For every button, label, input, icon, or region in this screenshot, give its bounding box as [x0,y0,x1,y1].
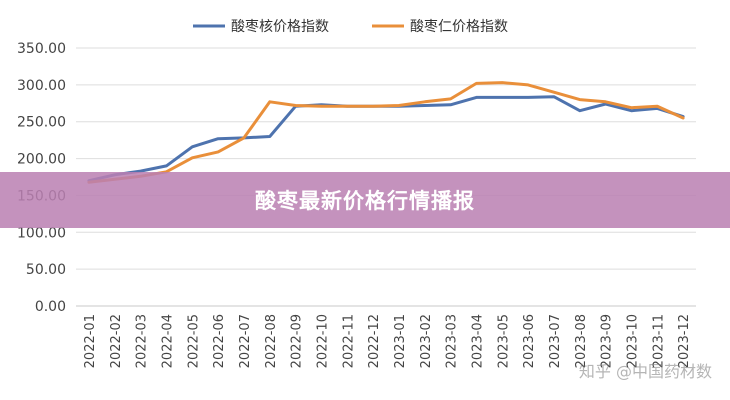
y-tick-label: 300.00 [17,78,66,94]
legend-label: 酸枣核价格指数 [231,19,329,35]
x-tick-label: 2023-08 [574,314,589,368]
x-tick-label: 2022-04 [160,314,175,368]
x-tick-label: 2023-12 [677,314,692,368]
x-tick-label: 2022-11 [341,314,356,368]
x-tick-label: 2022-03 [135,314,150,368]
x-tick-label: 2022-06 [212,314,227,368]
x-tick-label: 2023-05 [496,314,511,368]
y-tick-label: 250.00 [17,115,66,131]
y-tick-label: 100.00 [17,225,66,241]
watermark-text: 知乎 @中国药材数 [578,362,712,381]
x-tick-label: 2023-01 [393,314,408,368]
y-tick-label: 50.00 [26,262,66,278]
series-line-2 [87,81,685,184]
x-tick-label: 2023-11 [651,314,666,368]
y-tick-label: 200.00 [17,152,66,168]
x-tick-label: 2022-02 [109,314,124,368]
x-tick-label: 2023-02 [419,314,434,368]
x-tick-label: 2022-09 [290,314,305,368]
x-tick-label: 2022-05 [186,314,201,368]
x-tick-label: 2023-03 [445,314,460,368]
x-tick-label: 2023-07 [548,314,563,368]
x-tick-label: 2022-07 [238,314,253,368]
x-tick-label: 2023-10 [625,314,640,368]
x-tick-label: 2022-10 [315,314,330,368]
x-tick-label: 2023-04 [470,314,485,368]
banner-title: 酸枣最新价格行情播报 [255,189,475,213]
x-tick-label: 2022-08 [264,314,279,368]
x-axis-ticks: 2022-01 2022-02 2022-03 2022-04 2022-05 2022-… [83,314,692,368]
x-tick-label: 2023-09 [600,314,615,368]
series-line-1 [87,95,685,183]
legend: 酸枣核价格指数 酸枣仁价格指数 [193,19,508,35]
series-lines [87,81,685,184]
y-tick-label: 350.00 [17,41,66,57]
title-banner: 酸枣最新价格行情播报 [0,172,730,228]
x-tick-label: 2023-06 [522,314,537,368]
x-tick-label: 2022-01 [83,314,98,368]
legend-label: 酸枣仁价格指数 [410,19,508,35]
x-tick-label: 2022-12 [367,314,382,368]
y-tick-label: 0.00 [35,299,66,315]
